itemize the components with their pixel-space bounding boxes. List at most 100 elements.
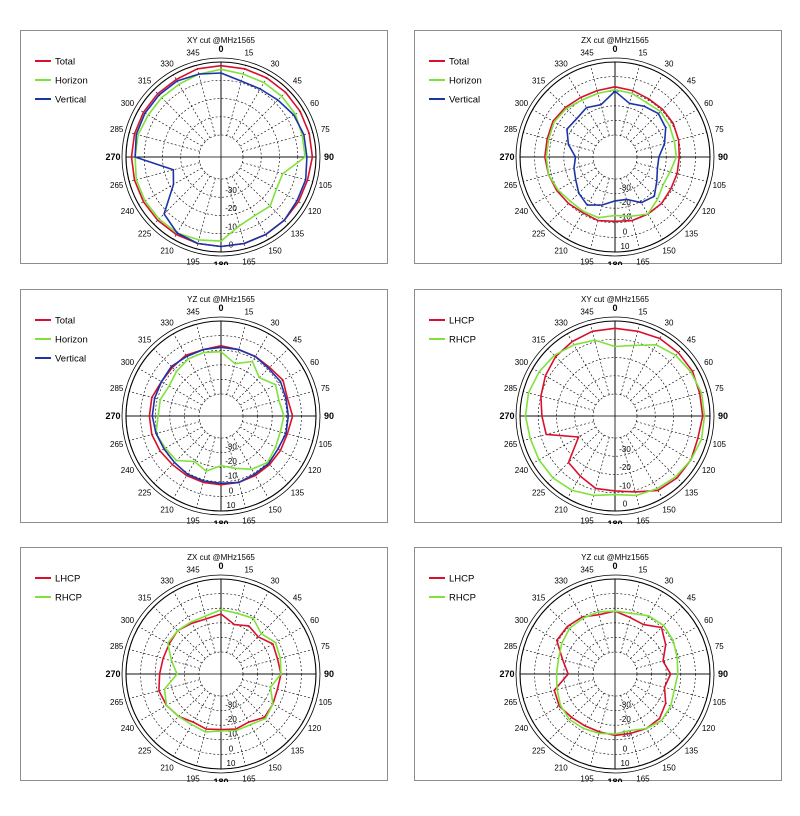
angle-tick-label: 150 xyxy=(662,247,676,256)
series-line-total xyxy=(544,86,681,223)
angle-tick-label: 210 xyxy=(554,506,568,515)
grid-spoke xyxy=(547,689,600,742)
radial-tick-label: 10 xyxy=(227,501,236,510)
angle-tick-label: 345 xyxy=(186,566,200,575)
grid-spoke xyxy=(242,421,313,441)
angle-tick-label: 265 xyxy=(504,440,518,449)
angle-tick-label: 150 xyxy=(268,506,282,515)
radial-tick-label: 0 xyxy=(229,744,234,753)
outer-ring xyxy=(121,574,321,774)
angle-tick-label: 0 xyxy=(218,44,223,54)
angle-tick-label: 120 xyxy=(702,207,716,216)
radial-tick-label: 10 xyxy=(227,759,236,768)
grid-spoke xyxy=(138,626,203,664)
grid-spoke xyxy=(242,391,313,411)
grid-spoke xyxy=(523,391,594,411)
angle-tick-label: 345 xyxy=(580,566,594,575)
chart-panel-1: XY cut @MHz1565 0 15 30 45 60 75 90 105 120 135 150… xyxy=(20,30,388,265)
angle-tick-label: 285 xyxy=(110,384,124,393)
grid-spoke xyxy=(129,391,200,411)
grid-spoke xyxy=(590,65,610,136)
grid-spoke xyxy=(129,421,200,441)
angle-tick-label: 265 xyxy=(110,181,124,190)
grid-spoke xyxy=(625,591,663,656)
angle-tick-label: 150 xyxy=(268,764,282,773)
grid-spoke xyxy=(226,324,246,395)
angle-tick-label: 285 xyxy=(110,642,124,651)
angle-tick-label: 165 xyxy=(636,774,650,782)
angle-tick-label: 210 xyxy=(160,247,174,256)
grid-spoke xyxy=(547,606,600,659)
radial-tick-label: -20 xyxy=(225,457,237,466)
angle-tick-label: 30 xyxy=(271,576,280,585)
grid-spoke xyxy=(226,178,246,249)
angle-tick-label: 15 xyxy=(638,566,647,575)
grid-spoke xyxy=(532,426,597,464)
angle-tick-label: 180 xyxy=(607,260,622,265)
angle-tick-label: 105 xyxy=(319,440,333,449)
grid-spoke xyxy=(636,391,707,411)
angle-tick-label: 120 xyxy=(308,466,322,475)
angle-tick-label: 285 xyxy=(504,125,518,134)
angle-tick-label: 330 xyxy=(554,318,568,327)
grid-spoke xyxy=(630,606,683,659)
radial-tick-label: 0 xyxy=(623,227,628,236)
angle-tick-label: 0 xyxy=(218,561,223,571)
grid-spoke xyxy=(567,591,605,656)
legend-label: RHCP xyxy=(449,593,476,604)
grid-spoke xyxy=(153,606,206,659)
grid-spoke xyxy=(625,434,663,499)
legend-label: Horizon xyxy=(55,335,88,346)
angle-tick-label: 75 xyxy=(715,642,724,651)
grid-spoke xyxy=(239,109,304,147)
grid-spoke xyxy=(620,324,640,395)
grid-spoke xyxy=(590,695,610,766)
legend-label: Vertical xyxy=(449,95,480,106)
grid-spoke xyxy=(630,172,683,225)
grid-spoke xyxy=(196,437,216,508)
radial-tick-label: 10 xyxy=(621,242,630,251)
grid-spoke xyxy=(129,649,200,669)
angle-tick-label: 330 xyxy=(554,576,568,585)
angle-tick-label: 345 xyxy=(186,308,200,317)
grid-spoke xyxy=(173,74,211,139)
radial-tick-label: -20 xyxy=(619,198,631,207)
angle-tick-label: 300 xyxy=(121,358,135,367)
angle-tick-label: 45 xyxy=(687,77,696,86)
angle-tick-label: 300 xyxy=(515,99,529,108)
angle-tick-label: 30 xyxy=(665,576,674,585)
radial-tick-label: 10 xyxy=(621,759,630,768)
grid-spoke xyxy=(239,167,304,205)
grid-spoke xyxy=(567,74,605,139)
angle-tick-label: 210 xyxy=(554,764,568,773)
series-line-lhcp xyxy=(158,613,282,731)
grid-spoke xyxy=(633,167,698,205)
angle-tick-label: 315 xyxy=(138,77,152,86)
grid-spoke xyxy=(620,178,640,249)
radial-tick-label: -20 xyxy=(619,463,631,472)
grid-spoke xyxy=(532,684,597,722)
grid-spoke xyxy=(523,162,594,182)
angle-tick-label: 90 xyxy=(718,152,728,162)
angle-tick-label: 270 xyxy=(105,411,120,421)
angle-tick-label: 45 xyxy=(687,336,696,345)
angle-tick-label: 45 xyxy=(293,594,302,603)
grid-spoke xyxy=(547,348,600,401)
grid-spoke xyxy=(196,324,216,395)
angle-tick-label: 60 xyxy=(704,616,713,625)
angle-tick-label: 180 xyxy=(607,519,622,524)
angle-tick-label: 165 xyxy=(636,516,650,524)
legend-label: Total xyxy=(55,316,75,327)
series-line-rhcp xyxy=(163,608,282,733)
grid-spoke xyxy=(636,649,707,669)
series-line-lhcp xyxy=(540,327,704,493)
radial-tick-label: -30 xyxy=(619,700,631,709)
radial-tick-label: -10 xyxy=(225,222,237,231)
grid-spoke xyxy=(239,684,304,722)
angle-tick-label: 270 xyxy=(499,152,514,162)
grid-spoke xyxy=(231,74,269,139)
angle-tick-label: 270 xyxy=(499,669,514,679)
grid-spoke xyxy=(625,333,663,398)
angle-tick-label: 270 xyxy=(499,411,514,421)
